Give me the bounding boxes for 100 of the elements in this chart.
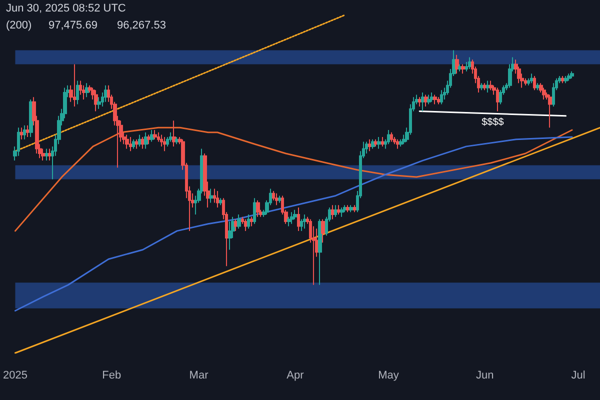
candlestick <box>424 94 428 108</box>
candlestick <box>418 96 421 108</box>
candlestick <box>461 64 465 74</box>
candlestick <box>278 195 281 204</box>
candlestick <box>144 132 148 150</box>
candlestick <box>430 92 434 102</box>
candlestick <box>399 138 403 147</box>
text: 97,475.69 <box>48 20 98 32</box>
candlestick <box>216 190 219 208</box>
candlestick <box>209 188 213 204</box>
candlestick <box>343 204 347 213</box>
series-label: $$$$ <box>482 117 504 128</box>
candlestick <box>253 198 256 224</box>
candlestick <box>275 192 278 206</box>
candlestick <box>337 204 340 216</box>
candlestick <box>234 218 238 232</box>
candlestick <box>228 221 232 250</box>
text: (200) <box>6 20 32 32</box>
candlestick <box>496 87 499 112</box>
x-tick-label: Mar <box>189 370 209 382</box>
candlestick <box>567 73 571 82</box>
candlestick <box>147 134 151 145</box>
candlestick <box>104 84 107 102</box>
candlestick <box>169 132 173 142</box>
x-tick-label: Apr <box>286 370 304 382</box>
candlestick <box>371 138 375 150</box>
candlestick <box>287 216 291 227</box>
candlestick <box>542 87 546 100</box>
candlestick <box>132 138 135 150</box>
x-tick-label: May <box>378 370 400 382</box>
text: 96,267.53 <box>117 20 166 32</box>
candlestick <box>440 90 443 105</box>
candlestick <box>94 90 98 112</box>
candlestick <box>150 130 154 142</box>
candlestick <box>213 188 216 204</box>
candlestick <box>377 136 381 150</box>
candlestick <box>41 148 45 162</box>
candlestick <box>334 204 337 218</box>
candlestick <box>300 218 303 232</box>
candlestick <box>244 218 247 232</box>
candlestick <box>76 80 79 105</box>
candlestick <box>85 82 89 98</box>
candlestick <box>527 78 530 86</box>
candlestick <box>489 80 493 91</box>
candlestick <box>141 136 145 150</box>
candlestick <box>387 130 390 145</box>
candlestick <box>290 212 294 224</box>
candlestick <box>272 190 275 201</box>
candlestick <box>533 76 536 91</box>
x-tick-label: Jul <box>571 370 586 382</box>
candlestick <box>455 54 459 74</box>
candlestick <box>256 200 260 218</box>
candlestick <box>82 84 85 100</box>
candlestick <box>437 96 440 105</box>
candlestick <box>548 94 552 128</box>
candlestick <box>427 94 431 105</box>
candlestick <box>172 120 176 147</box>
candlestick <box>247 214 250 230</box>
candlestick <box>368 138 372 152</box>
candlestick <box>129 136 132 152</box>
candlestick <box>421 92 424 112</box>
text: Jun 30, 2025 08:52 UTC <box>6 2 126 14</box>
candlestick <box>480 82 484 91</box>
candlestick <box>166 136 169 147</box>
candlestick <box>45 148 48 162</box>
candlestick <box>160 134 163 147</box>
candlestick <box>125 134 129 150</box>
candlestick <box>570 70 574 79</box>
candlestick <box>458 64 462 72</box>
candlestick <box>219 198 222 206</box>
candlestick <box>381 136 384 147</box>
candlestick <box>393 136 396 145</box>
x-tick-label: 2025 <box>2 370 28 382</box>
x-tick-label: Feb <box>102 370 122 382</box>
candlestick <box>561 76 564 84</box>
candlestick <box>349 204 353 213</box>
candlestick <box>48 148 51 162</box>
candlestick <box>157 132 160 142</box>
candlestick <box>465 61 468 72</box>
candlestick <box>97 96 101 110</box>
candlestick <box>486 80 490 93</box>
candlestick <box>530 73 533 84</box>
candlestick <box>396 138 400 150</box>
candlestick <box>331 204 334 220</box>
candlestick <box>79 80 82 96</box>
candlestick <box>353 204 356 213</box>
candlestick <box>303 214 306 230</box>
candlestick <box>175 136 179 145</box>
candlestick <box>564 76 568 84</box>
candlestick <box>297 206 300 232</box>
candlestick <box>17 127 20 156</box>
x-tick-label: Jun <box>476 370 494 382</box>
candlestick <box>483 82 487 91</box>
candlestick <box>237 214 241 230</box>
candlestick <box>135 138 138 150</box>
candlestick <box>390 132 393 142</box>
candlestick <box>26 124 29 138</box>
candlestick <box>250 216 253 227</box>
candlestick <box>468 56 471 70</box>
candlestick <box>433 94 437 105</box>
